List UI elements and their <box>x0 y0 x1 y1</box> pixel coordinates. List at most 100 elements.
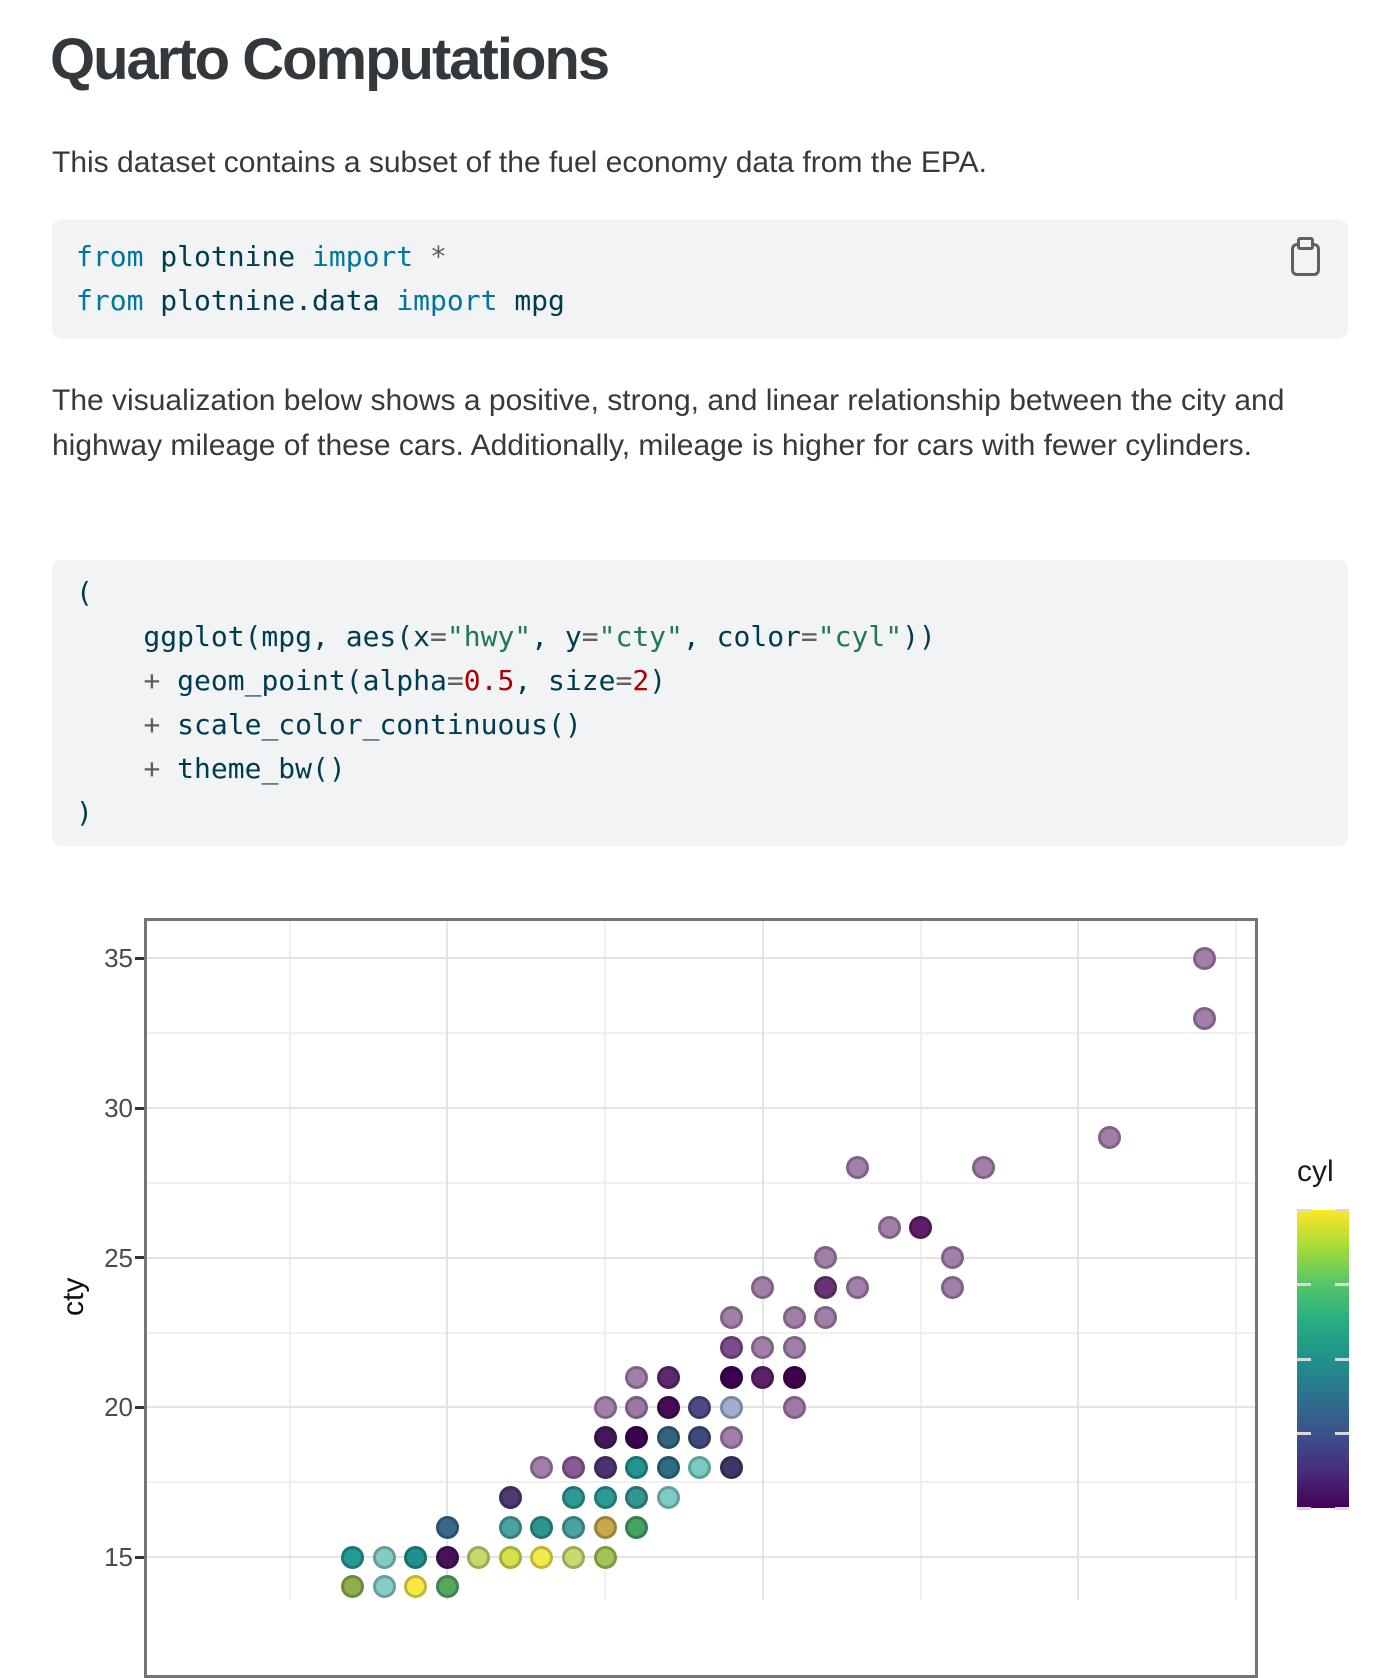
data-point <box>467 1545 491 1569</box>
data-point <box>656 1395 680 1419</box>
code-token-base: , y <box>531 620 582 653</box>
data-point <box>909 1216 933 1240</box>
data-point <box>435 1515 459 1539</box>
y-gridline-minor <box>147 1481 1255 1484</box>
y-axis-tick <box>135 1405 144 1409</box>
data-point <box>372 1545 396 1569</box>
code-token-op: * <box>413 240 447 273</box>
code-line: from plotnine import * <box>76 235 1324 279</box>
quarto-document: { "page": { "title": "Quarto Computation… <box>50 27 1349 1678</box>
intro-paragraph: This dataset contains a subset of the fu… <box>52 146 987 179</box>
code-token-base: ) <box>649 664 667 697</box>
code-token-kw: from <box>76 284 144 317</box>
x-gridline-major <box>761 921 764 1600</box>
code-line: ( <box>76 571 1324 615</box>
data-point <box>562 1455 585 1479</box>
data-point <box>972 1156 996 1180</box>
y-axis-tick <box>135 1555 144 1559</box>
code-line: ggplot(mpg, aes(x="hwy", y="cty", color=… <box>76 615 1324 659</box>
x-gridline-minor <box>288 921 291 1600</box>
code-token-base: plotnine <box>143 240 313 273</box>
code-line: + scale_color_continuous() <box>76 703 1324 747</box>
y-axis-tick-label: 30 <box>104 1093 133 1124</box>
data-point <box>751 1335 775 1359</box>
data-point <box>625 1395 649 1419</box>
y-gridline-major <box>147 1107 1255 1110</box>
code-block-plot: ( ggplot(mpg, aes(x="hwy", y="cty", colo… <box>52 560 1348 846</box>
data-point <box>845 1276 869 1300</box>
code-token-op: + <box>143 708 161 741</box>
data-point <box>593 1455 617 1479</box>
y-axis-tick <box>135 1256 144 1260</box>
data-point <box>656 1425 680 1449</box>
code-token-base: theme_bw() <box>160 752 346 785</box>
data-point <box>625 1515 649 1539</box>
data-point <box>719 1395 743 1419</box>
data-point <box>940 1276 964 1300</box>
data-point <box>593 1545 617 1569</box>
data-point <box>562 1545 585 1569</box>
data-point <box>1098 1126 1122 1150</box>
code-token-op: = <box>615 664 633 697</box>
y-gridline-major <box>147 1256 1255 1259</box>
legend-colorbar-tick <box>1335 1506 1349 1510</box>
data-point <box>435 1575 459 1599</box>
code-token-op: = <box>430 620 447 653</box>
clipboard-icon-tab <box>1297 237 1314 250</box>
data-point <box>719 1335 743 1359</box>
legend-colorbar-tick <box>1297 1357 1311 1361</box>
code-token-st: "cyl" <box>817 620 903 653</box>
code-token-base: ) <box>76 796 93 829</box>
code-line: from plotnine.data import mpg <box>76 279 1324 323</box>
data-point <box>1193 1006 1216 1030</box>
data-point <box>656 1485 680 1509</box>
data-point <box>435 1545 459 1569</box>
x-gridline-major <box>446 921 449 1600</box>
legend-colorbar-tick <box>1297 1432 1311 1435</box>
code-token-st: "hwy" <box>446 620 532 653</box>
data-point <box>562 1515 585 1539</box>
data-point <box>625 1455 649 1479</box>
code-token-dv: 0.5 <box>463 664 515 697</box>
data-point <box>814 1246 838 1270</box>
code-token-kw: import <box>312 240 414 273</box>
data-point <box>814 1276 838 1300</box>
data-point <box>562 1485 585 1509</box>
data-point <box>877 1216 901 1240</box>
data-point <box>404 1545 428 1569</box>
legend-colorbar-tick <box>1335 1432 1349 1435</box>
y-gridline-minor <box>147 1032 1255 1035</box>
data-point <box>814 1306 838 1330</box>
code-token-op: + <box>143 664 161 697</box>
data-point <box>688 1425 712 1449</box>
page-title: Quarto Computations <box>50 27 610 92</box>
code-token-base: geom_point(alpha <box>160 664 447 697</box>
data-point <box>719 1425 743 1449</box>
y-axis-tick <box>135 1106 144 1110</box>
legend-colorbar-tick <box>1297 1506 1311 1510</box>
code-token-base: scale_color_continuous() <box>160 708 582 741</box>
data-point <box>498 1545 522 1569</box>
y-gridline-minor <box>147 1331 1255 1334</box>
description-paragraph: The visualization below shows a positive… <box>52 384 1285 462</box>
data-point <box>688 1395 712 1419</box>
data-point <box>625 1425 649 1449</box>
data-point <box>530 1455 554 1479</box>
y-gridline-major <box>147 1556 1255 1558</box>
data-point <box>940 1246 964 1270</box>
data-point <box>719 1455 743 1479</box>
code-content: from plotnine import * from plotnine.data… <box>76 235 1324 323</box>
legend-colorbar-tick <box>1297 1283 1311 1286</box>
x-gridline-minor <box>919 921 922 1600</box>
data-point <box>1193 946 1216 970</box>
code-token-op: + <box>143 752 161 785</box>
code-line: ) <box>76 791 1324 835</box>
data-point <box>372 1575 396 1599</box>
data-point <box>782 1335 806 1359</box>
code-token-st: "cty" <box>598 620 683 653</box>
data-point <box>656 1365 680 1389</box>
copy-code-button[interactable] <box>1288 237 1322 277</box>
data-point <box>530 1515 554 1539</box>
data-point <box>656 1455 680 1479</box>
data-point <box>341 1545 365 1569</box>
